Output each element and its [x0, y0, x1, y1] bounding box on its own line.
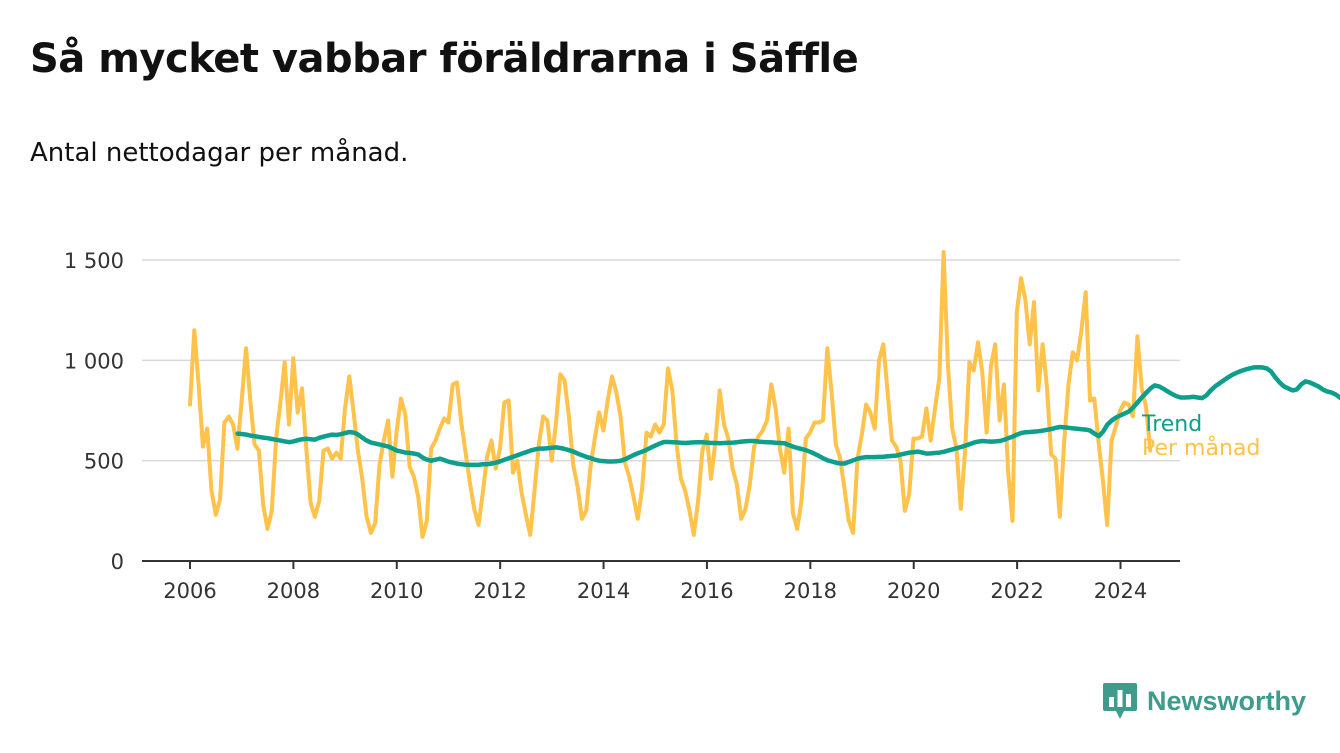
trend-series-line: [235, 364, 1340, 468]
x-tick-label: 2012: [473, 579, 526, 603]
monthly-series-label: Per månad: [1142, 435, 1260, 461]
y-tick-label: 1 000: [64, 349, 124, 373]
x-tick-label: 2006: [163, 579, 216, 603]
y-tick-label: 500: [84, 450, 124, 474]
chart-title: Så mycket vabbar föräldrarna i Säffle: [30, 36, 859, 82]
chart-subtitle: Antal nettodagar per månad.: [30, 138, 409, 168]
y-tick-label: 1 500: [64, 249, 124, 273]
newsworthy-logo-icon: [1103, 683, 1137, 719]
x-tick-label: 2016: [680, 579, 733, 603]
x-tick-label: 2018: [784, 579, 837, 603]
x-tick-label: 2008: [267, 579, 320, 603]
axes: 0 500 1 000 1 500 2006 2008 2010 2012 2014 2016 20…: [64, 249, 1180, 603]
trend-series-label: Trend: [1141, 412, 1202, 437]
x-tick-label: 2010: [370, 579, 423, 603]
x-tick-label: 2024: [1094, 579, 1147, 603]
x-tick-label: 2020: [887, 579, 940, 603]
monthly-series-line: [188, 250, 1153, 539]
brand-name: Newsworthy: [1147, 685, 1307, 716]
x-tick-label: 2014: [577, 579, 630, 603]
series-lines: [188, 250, 1340, 539]
brand-logo: Newsworthy: [1102, 681, 1306, 721]
x-tick-label: 2022: [990, 579, 1043, 603]
y-tick-label: 0: [111, 550, 124, 574]
